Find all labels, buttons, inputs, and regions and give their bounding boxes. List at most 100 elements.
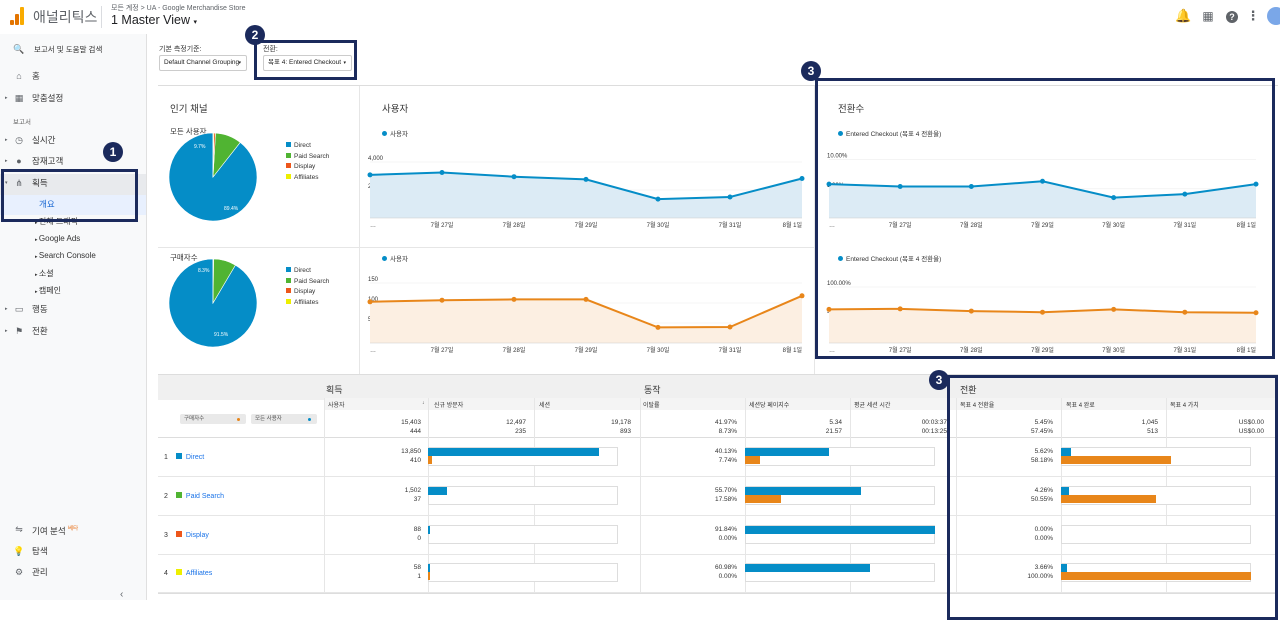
bar-track <box>1061 525 1251 544</box>
data-point[interactable] <box>826 181 832 187</box>
data-point[interactable] <box>1040 178 1045 184</box>
more-vert-icon[interactable]: ⋮ <box>1246 8 1260 23</box>
cell-bounce: 7.74% <box>718 457 737 464</box>
sidebar-item-acquisition[interactable]: ▾ ⋔ 획득 <box>0 174 146 195</box>
col-goal-value[interactable]: 목표 4 가치 <box>1170 403 1199 409</box>
sidebar-item-audience[interactable]: ▸ ● 잠재고객 <box>0 152 146 171</box>
legend-item[interactable]: Paid Search <box>286 152 329 163</box>
data-point[interactable] <box>439 170 445 175</box>
sidebar-item-google-ads[interactable]: ▸ Google Ads <box>35 234 81 243</box>
data-point[interactable] <box>968 184 974 189</box>
collapse-sidebar-icon[interactable]: ‹ <box>120 589 124 600</box>
x-tick-label: 7월 27일 <box>889 221 912 229</box>
sidebar-item-attribution[interactable]: ⇋ 기여 분석 베타 <box>0 520 146 539</box>
channel-link[interactable]: 2 Paid Search <box>164 492 224 500</box>
data-point[interactable] <box>727 194 733 200</box>
panel-divider <box>814 86 815 374</box>
col-pages[interactable]: 세션당 페이지수 <box>749 403 790 409</box>
data-point[interactable] <box>655 196 661 202</box>
sidebar-item-realtime[interactable]: ▸ ◷ 실시간 <box>0 131 146 150</box>
legend-item[interactable]: Paid Search <box>286 277 329 288</box>
account-breadcrumb[interactable]: 모든 계정 > UA - Google Merchandise Store <box>111 5 246 12</box>
sidebar-item-admin[interactable]: ⚙ 관리 <box>0 563 146 582</box>
sidebar: 🔍 보고서 및 도움말 검색 ⌂ 홈 ▸ ▦ 맞춤설정 보고서 ▸ ◷ 실시간 ▸ ● 잠재고객… <box>0 34 147 600</box>
channel-link[interactable]: 3 Display <box>164 531 209 539</box>
sidebar-item-overview[interactable]: 개요 <box>0 195 146 215</box>
data-point[interactable] <box>511 174 517 180</box>
expand-arrow-icon: ▸ <box>5 137 8 143</box>
col-sessions[interactable]: 세션 <box>539 403 551 409</box>
col-goal-rate[interactable]: 목표 4 전환율 <box>960 403 995 409</box>
sidebar-item-social[interactable]: ▸ 소셜 <box>35 269 54 278</box>
sidebar-item-discover[interactable]: 💡 탐색 <box>0 542 146 561</box>
notifications-icon[interactable]: 🔔 <box>1175 8 1192 23</box>
sidebar-item-behavior[interactable]: ▸ ▭ 행동 <box>0 300 146 319</box>
legend-item[interactable]: Display <box>286 162 329 173</box>
bar-all-users <box>745 448 829 456</box>
segment-chip-all-users[interactable]: 모든 사용자 <box>251 414 317 424</box>
data-point[interactable] <box>1111 306 1117 312</box>
channel-swatch <box>175 492 182 498</box>
bar-all-users <box>745 564 871 572</box>
data-point[interactable] <box>367 299 373 305</box>
channel-name: Affiliates <box>185 570 213 577</box>
legend-item[interactable]: Direct <box>286 266 329 277</box>
data-point[interactable] <box>1040 309 1045 315</box>
legend-swatch <box>286 163 291 168</box>
sidebar-search[interactable]: 🔍 보고서 및 도움말 검색 <box>0 40 146 59</box>
apps-grid-icon[interactable]: ▦ <box>1202 9 1214 23</box>
data-point[interactable] <box>799 176 805 182</box>
col-new-users[interactable]: 신규 방문자 <box>434 403 464 409</box>
channel-link[interactable]: 4 Affiliates <box>164 569 212 577</box>
legend-item[interactable]: Affiliates <box>286 173 329 184</box>
legend-item[interactable]: Display <box>286 287 329 298</box>
data-point[interactable] <box>1182 309 1188 315</box>
data-point[interactable] <box>367 172 373 178</box>
data-point[interactable] <box>897 306 903 312</box>
data-point[interactable] <box>439 297 445 303</box>
conversion-dropdown[interactable]: 목표 4: Entered Checkout ▾ <box>263 55 352 71</box>
x-tick-label: 8월 1일 <box>783 221 802 229</box>
help-icon[interactable]: ? <box>1224 8 1240 24</box>
col-goal-completions[interactable]: 목표 4 완료 <box>1066 403 1095 409</box>
sidebar-item-search-console[interactable]: ▸ Search Console <box>35 251 96 260</box>
bar-buyers <box>428 572 430 580</box>
total-duration: 00:13:25 <box>921 428 947 435</box>
legend-item[interactable]: Affiliates <box>286 298 329 309</box>
channel-link[interactable]: 1 Direct <box>164 453 204 461</box>
blue-dot-icon <box>308 418 311 421</box>
data-point[interactable] <box>1111 195 1117 201</box>
data-point[interactable] <box>1253 181 1259 187</box>
data-point[interactable] <box>511 296 517 302</box>
sidebar-item-home[interactable]: ⌂ 홈 <box>0 67 146 86</box>
data-point[interactable] <box>727 324 733 330</box>
data-point[interactable] <box>583 176 589 182</box>
legend-item[interactable]: Direct <box>286 141 329 152</box>
col-bounce[interactable]: 이탈률 <box>643 403 660 409</box>
col-duration[interactable]: 평균 세션 시간 <box>854 403 891 409</box>
data-point[interactable] <box>799 293 805 299</box>
col-users[interactable]: 사용자 ↓ <box>328 400 425 409</box>
dimension-dropdown[interactable]: Default Channel Grouping ▾ <box>159 55 247 71</box>
analytics-logo-icon[interactable] <box>10 7 24 25</box>
data-point[interactable] <box>826 306 832 312</box>
cell-bounce: 0.00% <box>718 573 737 580</box>
data-point[interactable] <box>897 184 903 189</box>
bar-buyers <box>428 456 432 464</box>
avatar[interactable] <box>1267 7 1280 25</box>
view-selector[interactable]: 1 Master View ▾ <box>111 13 197 27</box>
data-point[interactable] <box>1182 191 1188 197</box>
data-point[interactable] <box>655 324 661 330</box>
data-point[interactable] <box>583 296 589 302</box>
cell-users: 88 <box>413 526 421 533</box>
data-point[interactable] <box>968 308 974 314</box>
pie-slices <box>168 258 258 348</box>
section-conversions: 전환 <box>960 385 977 395</box>
segment-chip-buyers[interactable]: 구매자수 <box>180 414 246 424</box>
sidebar-item-conversions[interactable]: ▸ ⚑ 전환 <box>0 322 146 341</box>
sidebar-item-customization[interactable]: ▸ ▦ 맞춤설정 <box>0 89 146 108</box>
total-new-users: 235 <box>515 428 526 435</box>
pie-bottom-label: 구매자수 <box>170 253 198 262</box>
data-point[interactable] <box>1253 310 1259 316</box>
sidebar-item-campaigns[interactable]: ▸ 캠페인 <box>35 286 61 295</box>
